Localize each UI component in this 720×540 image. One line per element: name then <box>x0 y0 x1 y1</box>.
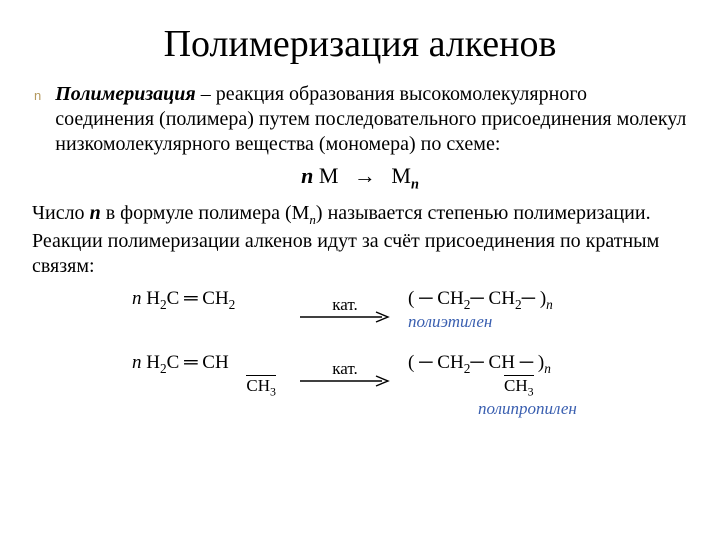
rx1-ps2: 2 <box>515 296 522 311</box>
reaction-1: n H2C ═ CH2 кат. ( ─ CH2─ CH2─ )n полиэт… <box>32 289 688 332</box>
rx2-label: полипропилен <box>478 400 577 418</box>
scheme-rhs-sub: n <box>411 176 419 192</box>
p2-n: n <box>90 202 101 224</box>
rx1-p1: ( ─ CH <box>408 288 464 309</box>
scheme-n: n <box>301 163 313 188</box>
rx2-arrow: кат. <box>300 359 390 387</box>
rx1-s1: 2 <box>160 296 167 311</box>
definition-text: Полимеризация – реакция образования высо… <box>55 82 688 157</box>
scheme-rhs-M: M <box>391 163 411 188</box>
term: Полимеризация <box>55 83 196 105</box>
rx1-product: ( ─ CH2─ CH2─ )n полиэтилен <box>408 289 588 332</box>
scheme-M: M <box>313 163 338 188</box>
bullet-icon: n <box>34 88 41 103</box>
rx2-f1: H <box>146 352 160 373</box>
rx1-p2: ─ CH <box>470 288 515 309</box>
rx2-bl-t: CH <box>246 376 270 395</box>
rx2-p1: ( ─ CH <box>408 352 464 373</box>
rx1-p3: ─ ) <box>522 288 547 309</box>
general-scheme: n M → Mn <box>32 163 688 193</box>
long-arrow-icon <box>300 311 390 323</box>
rx2-p2: ─ CH ─ ) <box>470 352 544 373</box>
rx2-br-t: CH <box>504 376 528 395</box>
rx2-f2: C ═ CH <box>167 352 229 373</box>
rx1-arrow: кат. <box>300 295 390 323</box>
rx2-s1: 2 <box>160 361 167 376</box>
page-title: Полимеризация алкенов <box>32 22 688 66</box>
rx1-reagent: n H2C ═ CH2 <box>132 289 282 312</box>
rx2-bl-s: 3 <box>270 384 276 398</box>
rx1-n: n <box>132 288 146 309</box>
rx2-reagent: n H2C ═ CH CH3 <box>132 353 282 398</box>
rx2-psub: n <box>544 361 551 376</box>
p2-part1: Число <box>32 202 90 224</box>
rx1-label: полиэтилен <box>408 313 492 331</box>
arrow-icon: → <box>344 163 386 188</box>
paragraph-2: Число n в формуле полимера (Mn) называет… <box>32 201 688 278</box>
rx2-product: ( ─ CH2─ CH ─ )n CH3 полипропилен <box>408 353 588 417</box>
definition-block: n Полимеризация – реакция образования вы… <box>34 82 688 157</box>
rx2-br-s: 3 <box>528 384 534 398</box>
slide: Полимеризация алкенов n Полимеризация – … <box>0 0 720 540</box>
rx1-s2: 2 <box>229 296 236 311</box>
rx2-branch-left: CH3 <box>246 375 276 395</box>
rx2-branch-right: CH3 <box>504 375 534 395</box>
reaction-2: n H2C ═ CH CH3 кат. ( ─ CH2─ CH ─ )n CH3… <box>32 353 688 417</box>
p2-part2: в формуле полимера (M <box>101 202 310 224</box>
long-arrow-icon <box>300 375 390 387</box>
rx1-psub: n <box>546 296 553 311</box>
rx1-f1: H <box>146 288 160 309</box>
rx2-n: n <box>132 352 146 373</box>
rx1-f2: C ═ CH <box>167 288 229 309</box>
